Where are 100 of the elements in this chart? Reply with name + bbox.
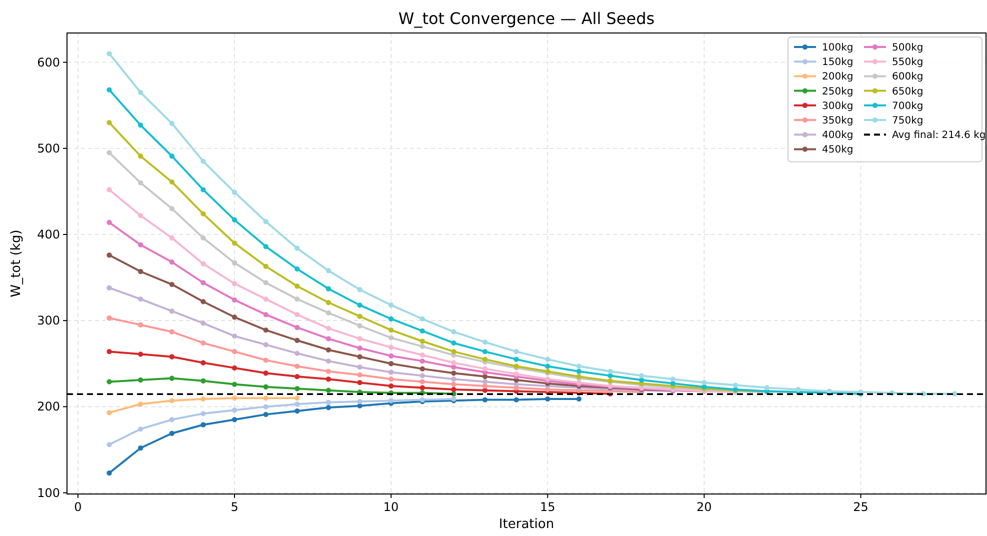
point <box>294 338 300 343</box>
point <box>294 296 300 302</box>
point <box>232 333 238 339</box>
point <box>169 282 174 288</box>
point <box>357 286 362 292</box>
point <box>482 356 488 362</box>
point <box>200 396 206 402</box>
legend-label: 650kg <box>892 86 924 98</box>
y-tick-label: 300 <box>37 314 60 328</box>
point <box>451 329 456 334</box>
point <box>263 280 268 286</box>
point <box>545 364 550 369</box>
point <box>451 360 456 366</box>
point <box>326 404 332 410</box>
point <box>357 354 362 360</box>
point <box>451 348 456 354</box>
point <box>169 329 174 334</box>
point <box>232 297 238 303</box>
point <box>482 366 488 372</box>
point <box>200 378 206 384</box>
point <box>263 358 268 363</box>
point <box>326 376 332 382</box>
point <box>232 190 238 195</box>
point <box>263 395 268 401</box>
x-tick-label: 5 <box>230 500 238 514</box>
point <box>451 340 456 346</box>
point <box>263 264 268 269</box>
legend-label: 400kg <box>822 130 854 142</box>
point <box>326 368 332 374</box>
point <box>106 442 112 448</box>
point <box>420 344 425 350</box>
point <box>200 235 206 241</box>
point <box>200 211 206 216</box>
point <box>514 397 519 402</box>
point <box>420 352 425 358</box>
point <box>451 376 456 382</box>
point <box>420 373 425 378</box>
point <box>138 426 144 432</box>
point <box>514 371 519 377</box>
point <box>294 364 300 369</box>
point <box>357 403 362 408</box>
point <box>326 336 332 342</box>
point <box>388 302 394 308</box>
point <box>514 348 519 354</box>
point <box>357 398 362 404</box>
point <box>169 308 174 314</box>
point <box>357 346 362 351</box>
point <box>764 385 770 390</box>
point <box>388 335 394 340</box>
point <box>482 397 488 402</box>
point <box>357 302 362 308</box>
point <box>138 296 144 302</box>
point <box>200 261 206 266</box>
point <box>232 217 238 222</box>
point <box>263 296 268 302</box>
point <box>200 158 206 164</box>
point <box>732 382 738 388</box>
point <box>388 376 394 382</box>
point <box>169 417 174 422</box>
point <box>169 259 174 265</box>
point <box>608 368 613 374</box>
point <box>482 340 488 345</box>
point <box>106 252 112 258</box>
point <box>514 356 519 362</box>
point <box>638 377 644 383</box>
point <box>232 280 238 286</box>
point <box>263 218 268 224</box>
point <box>326 358 332 364</box>
y-tick-label: 400 <box>37 227 60 242</box>
point <box>106 87 112 92</box>
point <box>200 422 206 428</box>
point <box>138 268 144 274</box>
point <box>326 268 332 274</box>
point <box>263 412 268 418</box>
legend-label: 450kg <box>822 144 854 156</box>
point <box>420 338 425 344</box>
point <box>357 372 362 378</box>
point <box>294 386 300 392</box>
point <box>608 373 613 378</box>
point <box>106 285 112 290</box>
point <box>169 398 174 404</box>
point <box>232 240 238 246</box>
point <box>169 154 174 159</box>
point <box>326 310 332 316</box>
point <box>451 370 456 376</box>
point <box>232 348 238 354</box>
point <box>388 361 394 366</box>
legend-label: 350kg <box>822 116 854 126</box>
point <box>420 366 425 372</box>
point <box>106 120 112 126</box>
point <box>200 360 206 366</box>
point <box>200 340 206 346</box>
point <box>232 382 238 387</box>
point <box>138 212 144 218</box>
point <box>638 373 644 378</box>
point <box>670 380 676 386</box>
point <box>545 356 550 362</box>
point <box>388 383 394 389</box>
point <box>106 315 112 321</box>
point <box>232 314 238 320</box>
